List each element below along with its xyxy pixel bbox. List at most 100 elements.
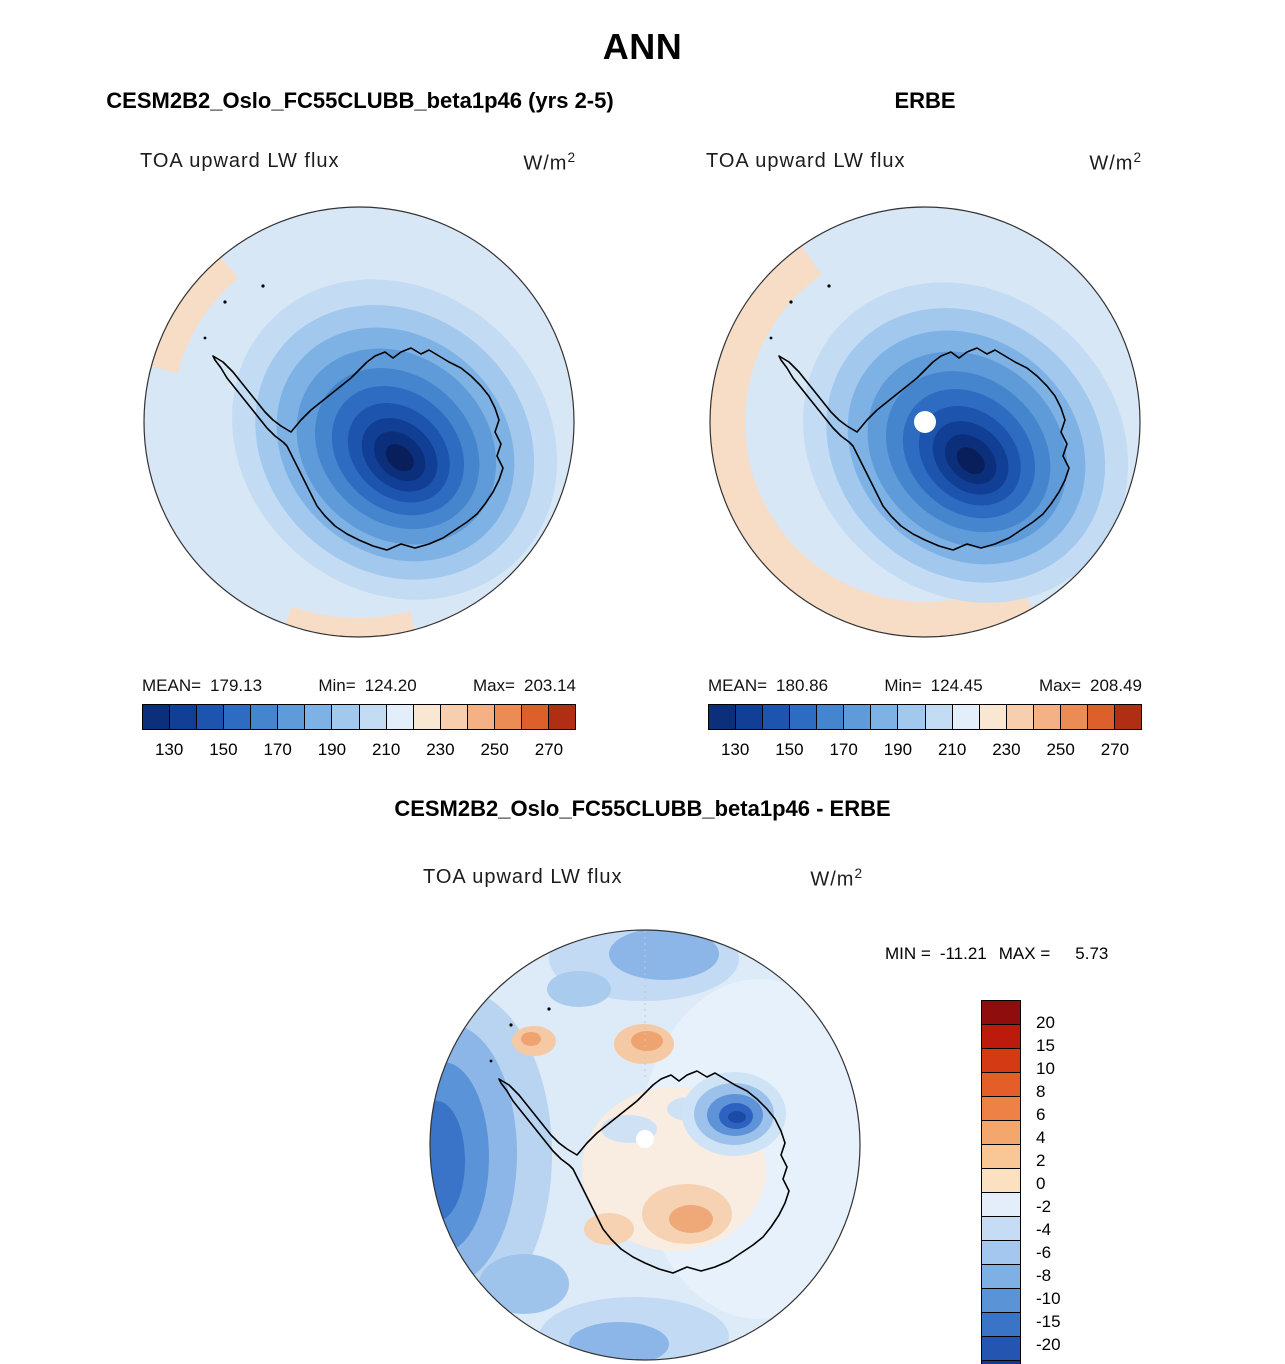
colorbar-tick-label: 210 xyxy=(937,740,967,759)
colorbar-cell xyxy=(898,705,926,729)
colorbar-tick-label: 270 xyxy=(534,740,564,759)
colorbar-cell xyxy=(817,705,845,729)
diff-colorbar-label: 10 xyxy=(1036,1059,1055,1078)
colorbar-cell xyxy=(494,705,522,729)
diff-min-value: -11.21 xyxy=(939,944,987,963)
diff-map-svg xyxy=(429,929,861,1361)
colorbar-cell xyxy=(982,1169,1020,1193)
colorbar-cell xyxy=(790,705,818,729)
obs-polar-map xyxy=(709,206,1141,638)
colorbar-cell xyxy=(982,1001,1020,1025)
figure-title: ANN xyxy=(602,26,683,67)
colorbar-cell xyxy=(548,705,575,729)
colorbar-cell xyxy=(251,705,279,729)
mean-value: 179.13 xyxy=(210,676,263,695)
units-exponent: 2 xyxy=(854,866,863,881)
min-label: Min= xyxy=(884,676,922,695)
colorbar-tick-label: 170 xyxy=(829,740,858,759)
colorbar-cell xyxy=(305,705,333,729)
colorbar-tick-label: 190 xyxy=(883,740,913,759)
diff-colorbar-label: 15 xyxy=(1036,1036,1055,1055)
min-label: Min= xyxy=(318,676,356,695)
diff-colorbar-label: -10 xyxy=(1036,1289,1061,1308)
colorbar-cell xyxy=(359,705,387,729)
obs-colorbar-ticks: 130 150 170 190 210 230 250 270 xyxy=(708,740,1142,760)
colorbar-tick-label: 210 xyxy=(371,740,401,759)
diff-colorbar-label: 20 xyxy=(1036,1013,1055,1032)
model-field-label: TOA upward LW flux xyxy=(140,150,340,172)
mean-label: MEAN= xyxy=(708,676,768,695)
colorbar-cell xyxy=(982,1121,1020,1145)
obs-units-label: W/m2 xyxy=(1089,150,1142,176)
colorbar-tick-label: 130 xyxy=(154,740,184,759)
colorbar-tick-label: 270 xyxy=(1100,740,1130,759)
colorbar-cell xyxy=(1114,705,1141,729)
obs-map-svg xyxy=(709,206,1141,638)
diff-colorbar-label: -8 xyxy=(1036,1266,1052,1285)
colorbar-cell xyxy=(844,705,872,729)
diff-colorbar-label: 8 xyxy=(1036,1082,1046,1101)
colorbar-cell xyxy=(1087,705,1115,729)
colorbar-cell xyxy=(1006,705,1034,729)
diff-field-label-row: TOA upward LW flux W/m2 xyxy=(423,866,863,892)
units-base: W/m xyxy=(810,868,855,891)
diff-colorbar-label: 2 xyxy=(1036,1151,1046,1170)
diff-panel-header: CESM2B2_Oslo_FC55CLUBB_beta1p46 - ERBE xyxy=(394,796,891,821)
max-value: 203.14 xyxy=(523,676,576,695)
colorbar-tick-label: 250 xyxy=(480,740,509,759)
colorbar-cell xyxy=(1060,705,1088,729)
mean-value: 180.86 xyxy=(776,676,829,695)
diff-colorbar-label: 6 xyxy=(1036,1105,1046,1124)
obs-stats-row: MEAN= 180.86 Min= 124.45 Max= 208.49 xyxy=(708,676,1142,696)
colorbar-cell xyxy=(982,1193,1020,1217)
colorbar-cell xyxy=(982,1145,1020,1169)
diff-colorbar-label: -20 xyxy=(1036,1335,1061,1354)
diff-units-label: W/m2 xyxy=(810,866,863,892)
mean-label: MEAN= xyxy=(142,676,202,695)
obs-panel-header: ERBE xyxy=(894,88,956,113)
colorbar-cell xyxy=(982,1049,1020,1073)
units-base: W/m xyxy=(1089,152,1134,175)
max-label: Max= xyxy=(472,676,515,695)
colorbar-cell xyxy=(467,705,495,729)
colorbar-cell xyxy=(925,705,953,729)
model-units-label: W/m2 xyxy=(523,150,576,176)
missing-data-pole-dot xyxy=(636,1130,654,1148)
colorbar-cell xyxy=(982,1313,1020,1337)
diff-max-label: MAX = xyxy=(998,944,1051,963)
colorbar-cell xyxy=(982,1289,1020,1313)
model-stats-row: MEAN= 179.13 Min= 124.20 Max= 203.14 xyxy=(142,676,576,696)
colorbar-tick-label: 250 xyxy=(1046,740,1075,759)
colorbar-tick-label: 190 xyxy=(317,740,347,759)
obs-field-label: TOA upward LW flux xyxy=(706,150,906,172)
colorbar-cell xyxy=(440,705,468,729)
colorbar-cell xyxy=(952,705,980,729)
colorbar-tick-label: 170 xyxy=(263,740,292,759)
colorbar-tick-label: 150 xyxy=(775,740,804,759)
units-exponent: 2 xyxy=(1133,150,1142,165)
colorbar-cell xyxy=(982,1265,1020,1289)
min-value: 124.20 xyxy=(364,676,417,695)
max-label: Max= xyxy=(1038,676,1081,695)
model-panel-header: CESM2B2_Oslo_FC55CLUBB_beta1p46 (yrs 2-5… xyxy=(106,88,614,113)
model-field-label-row: TOA upward LW flux W/m2 xyxy=(140,150,576,176)
colorbar-cell xyxy=(143,705,171,729)
colorbar-cell xyxy=(1033,705,1061,729)
colorbar-cell xyxy=(521,705,549,729)
colorbar-tick-label: 130 xyxy=(720,740,750,759)
diff-max-value: 5.73 xyxy=(1075,944,1109,963)
missing-data-pole-dot xyxy=(914,411,936,433)
units-base: W/m xyxy=(523,152,568,175)
diff-minmax-row: MIN = -11.21 MAX = 5.73 xyxy=(885,944,1195,964)
colorbar-cell xyxy=(709,705,737,729)
colorbar-cell xyxy=(982,1097,1020,1121)
colorbar-cell xyxy=(871,705,899,729)
max-value: 208.49 xyxy=(1089,676,1142,695)
diff-colorbar-label: 4 xyxy=(1036,1128,1046,1147)
colorbar-cell xyxy=(982,1073,1020,1097)
colorbar-cell xyxy=(170,705,198,729)
min-value: 124.45 xyxy=(930,676,983,695)
diff-field-label: TOA upward LW flux xyxy=(423,866,623,888)
colorbar-tick-label: 230 xyxy=(992,740,1021,759)
